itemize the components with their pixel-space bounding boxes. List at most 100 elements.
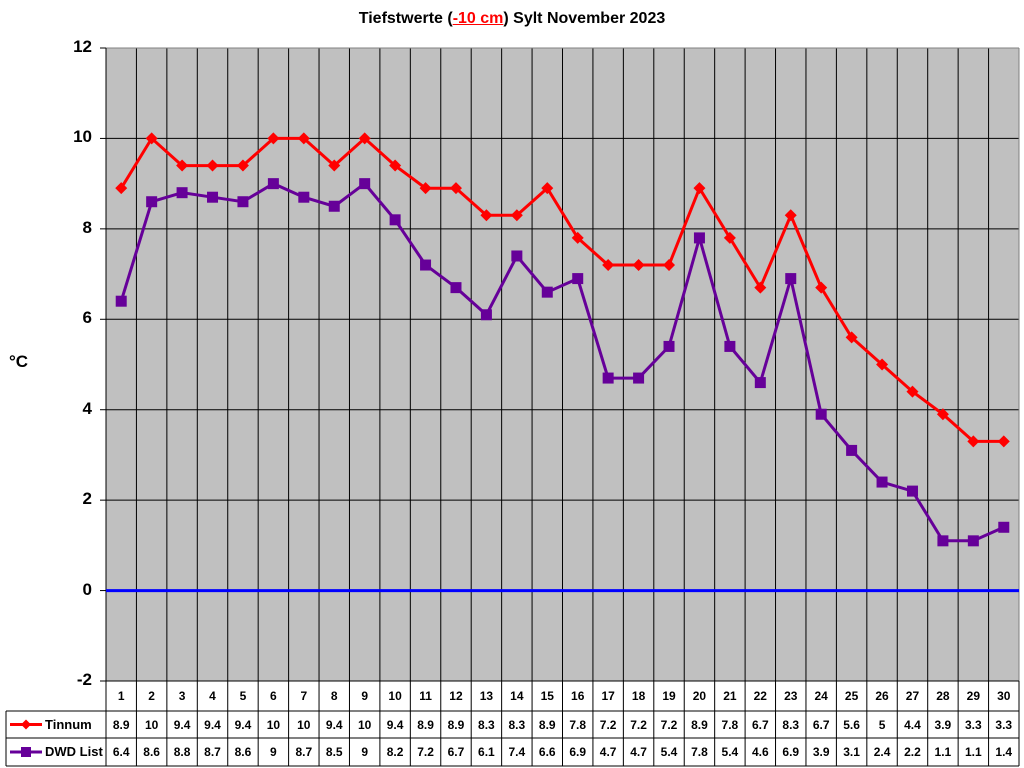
x-category-label: 27 xyxy=(905,689,920,703)
data-point-square xyxy=(846,444,858,456)
y-tick-label: 6 xyxy=(82,308,92,328)
data-point-diamond xyxy=(632,259,645,272)
y-tick-label: 0 xyxy=(82,579,92,599)
table-cell-dwd: 5.4 xyxy=(660,745,678,759)
data-point-diamond xyxy=(876,358,889,371)
table-cell-dwd: 2.4 xyxy=(873,745,891,759)
data-point-square xyxy=(359,178,371,190)
data-point-square xyxy=(115,295,127,307)
table-cell-tinnum: 8.9 xyxy=(538,718,556,732)
data-point-square xyxy=(754,377,766,389)
table-cell-dwd: 1.1 xyxy=(964,745,982,759)
data-point-diamond xyxy=(663,259,676,272)
x-category-label: 9 xyxy=(361,689,368,703)
table-cell-tinnum: 5 xyxy=(878,718,886,732)
data-point-diamond xyxy=(510,209,523,222)
x-category-label: 11 xyxy=(419,689,432,703)
data-point-square xyxy=(602,372,614,384)
data-point-diamond xyxy=(115,182,128,195)
table-cell-dwd: 8.6 xyxy=(234,745,252,759)
table-cell-dwd: 1.1 xyxy=(934,745,952,759)
table-cell-dwd: 3.9 xyxy=(812,745,830,759)
data-point-diamond xyxy=(236,159,249,172)
data-point-diamond xyxy=(723,231,736,244)
x-category-label: 20 xyxy=(692,689,707,703)
table-cell-tinnum: 6.7 xyxy=(751,718,769,732)
table-cell-dwd: 6.6 xyxy=(538,745,556,759)
data-point-diamond xyxy=(936,408,949,421)
x-category-label: 1 xyxy=(117,689,125,703)
data-point-square xyxy=(998,521,1010,533)
table-cell-tinnum: 7.8 xyxy=(721,718,739,732)
x-category-label: 4 xyxy=(209,689,216,703)
title-suffix: ) Sylt November 2023 xyxy=(503,10,666,27)
data-point-square xyxy=(693,232,705,244)
data-point-square xyxy=(176,187,188,199)
data-point-diamond xyxy=(967,435,980,448)
x-category-label: 30 xyxy=(997,689,1011,703)
x-category-label: 18 xyxy=(631,689,646,703)
y-tick-label: 8 xyxy=(82,217,92,237)
data-point-square xyxy=(724,340,736,352)
data-point-square xyxy=(815,408,827,420)
table-cell-dwd: 6.1 xyxy=(478,745,495,759)
x-category-label: 28 xyxy=(936,689,950,703)
data-point-diamond xyxy=(419,182,432,195)
x-category-label: 6 xyxy=(270,689,277,703)
x-category-label: 19 xyxy=(662,689,676,703)
x-category-label: 26 xyxy=(875,689,889,703)
data-point-square xyxy=(207,191,219,203)
table-cell-dwd: 6.9 xyxy=(569,745,587,759)
legend-square-icon xyxy=(21,747,31,757)
data-point-diamond xyxy=(206,159,219,172)
x-category-label: 8 xyxy=(330,689,338,703)
table-cell-dwd: 6.4 xyxy=(112,745,130,759)
x-category-label: 25 xyxy=(844,689,859,703)
data-point-diamond xyxy=(906,385,919,398)
data-point-square xyxy=(572,273,584,285)
table-cell-tinnum: 9.4 xyxy=(173,718,191,732)
chart-title: Tiefstwerte (-10 cm) Sylt November 2023 xyxy=(0,10,1024,28)
data-point-diamond xyxy=(754,281,767,294)
series-line-0 xyxy=(119,136,1004,443)
table-cell-tinnum: 8.9 xyxy=(417,718,434,732)
table-cell-dwd: 2.2 xyxy=(904,745,921,759)
table-cell-dwd: 7.2 xyxy=(417,745,434,759)
legend-diamond-icon xyxy=(21,719,31,730)
table-cell-tinnum: 7.8 xyxy=(569,718,587,732)
data-point-diamond xyxy=(845,331,858,344)
legend-label-1: DWD List xyxy=(45,744,103,759)
table-cell-tinnum: 3.3 xyxy=(995,718,1013,732)
table-cell-tinnum: 8.9 xyxy=(691,718,708,732)
x-category-label: 24 xyxy=(814,689,828,703)
data-point-diamond xyxy=(815,281,828,294)
table-cell-dwd: 9 xyxy=(270,745,277,759)
x-category-label: 7 xyxy=(300,689,308,703)
title-prefix: Tiefstwerte ( xyxy=(358,10,453,27)
data-point-diamond xyxy=(328,159,341,172)
table-cell-dwd: 8.5 xyxy=(325,745,343,759)
data-point-square xyxy=(480,309,492,321)
table-cell-dwd: 4.6 xyxy=(751,745,769,759)
table-cell-dwd: 5.4 xyxy=(721,745,739,759)
table-cell-dwd: 6.7 xyxy=(447,745,465,759)
x-category-label: 22 xyxy=(753,689,767,703)
table-cell-dwd: 4.7 xyxy=(630,745,647,759)
y-tick-label: -2 xyxy=(76,670,92,689)
table-cell-tinnum: 7.2 xyxy=(630,718,647,732)
table-cell-tinnum: 10 xyxy=(357,718,372,732)
data-point-diamond xyxy=(541,182,554,195)
table-cell-tinnum: 10 xyxy=(144,718,159,732)
y-axis-label: °C xyxy=(9,352,29,371)
x-category-label: 17 xyxy=(601,689,615,703)
table-cell-tinnum: 8.9 xyxy=(112,718,130,732)
y-tick-label: 4 xyxy=(82,398,92,418)
table-cell-tinnum: 3.3 xyxy=(964,718,982,732)
data-point-square xyxy=(237,196,249,208)
data-point-square xyxy=(389,214,401,226)
x-category-label: 23 xyxy=(784,689,798,703)
data-point-diamond xyxy=(297,132,310,145)
title-highlight: -10 cm xyxy=(452,10,504,27)
table-cell-tinnum: 10 xyxy=(297,718,311,732)
